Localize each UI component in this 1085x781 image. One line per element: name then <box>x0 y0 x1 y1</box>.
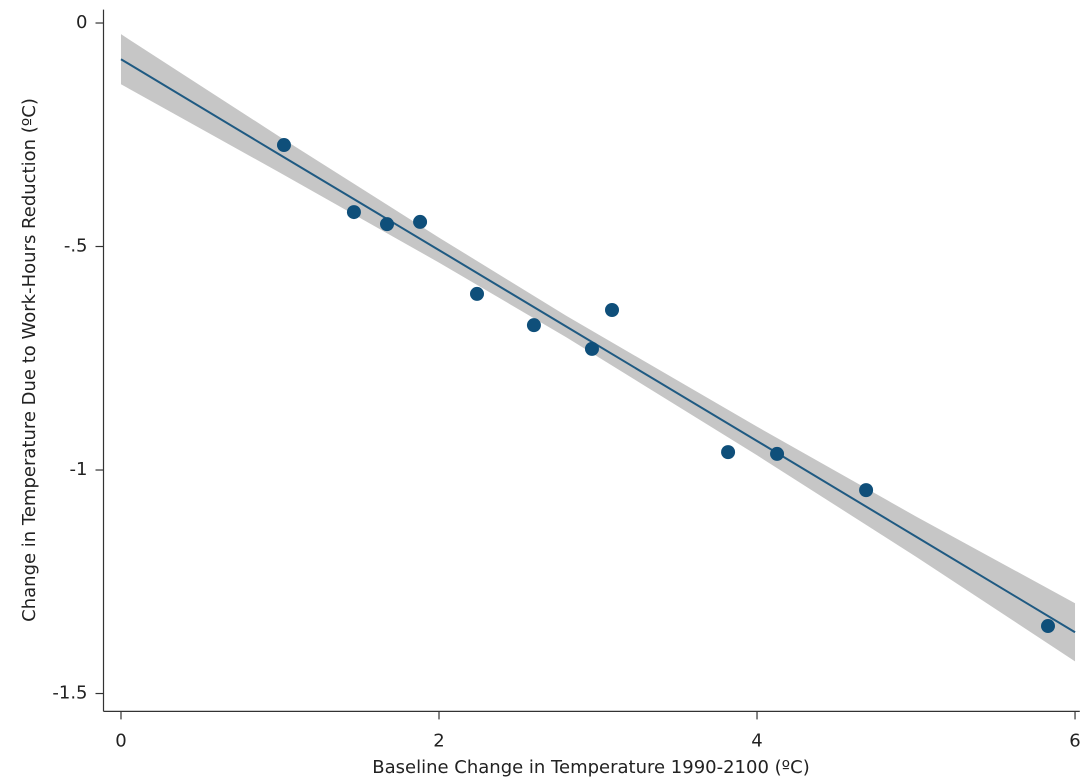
point <box>859 483 874 498</box>
point <box>770 446 785 461</box>
point <box>413 214 428 229</box>
point <box>470 286 485 301</box>
x-tick-label: 4 <box>751 730 762 751</box>
x-tick-label: 2 <box>433 730 444 751</box>
point <box>276 138 291 153</box>
point <box>584 341 599 356</box>
point <box>1040 619 1055 634</box>
point <box>346 205 361 220</box>
point <box>721 445 736 460</box>
y-tick-label: -.5 <box>64 236 88 257</box>
point <box>380 217 395 232</box>
y-axis-label: Change in Temperature Due to Work-Hours … <box>19 98 40 622</box>
fit-line <box>120 58 1076 634</box>
point <box>526 318 541 333</box>
y-tick-label: -1.5 <box>52 683 87 704</box>
y-tick-label: 0 <box>76 12 87 33</box>
x-tick-label: 0 <box>115 730 126 751</box>
x-axis-label: Baseline Change in Temperature 1990-2100… <box>372 757 809 778</box>
x-tick-label: 6 <box>1069 730 1080 751</box>
point <box>605 302 620 317</box>
y-tick-label: -1 <box>70 459 88 480</box>
